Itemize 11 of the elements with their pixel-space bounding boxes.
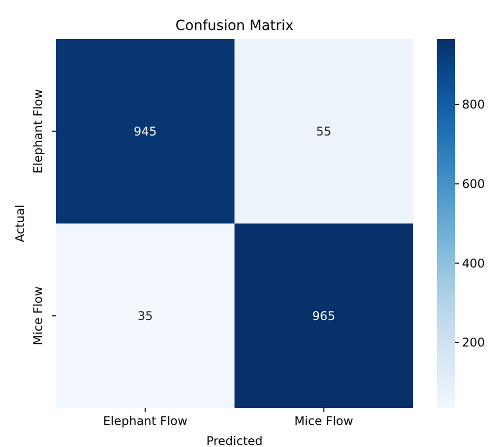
color-bar-label: 800 — [462, 98, 485, 112]
data-label: 35 — [138, 308, 153, 323]
x-axis-title: Predicted — [206, 434, 263, 447]
chart-title: Confusion Matrix — [175, 18, 294, 34]
data-label: 945 — [134, 124, 157, 138]
y-axis-title: Actual — [13, 204, 27, 242]
color-bar-label: 400 — [462, 256, 485, 270]
data-label: 965 — [312, 308, 336, 323]
data-label: 55 — [316, 124, 332, 138]
color-bar-label: 600 — [462, 177, 485, 192]
color-bar-label: 200 — [462, 336, 485, 350]
